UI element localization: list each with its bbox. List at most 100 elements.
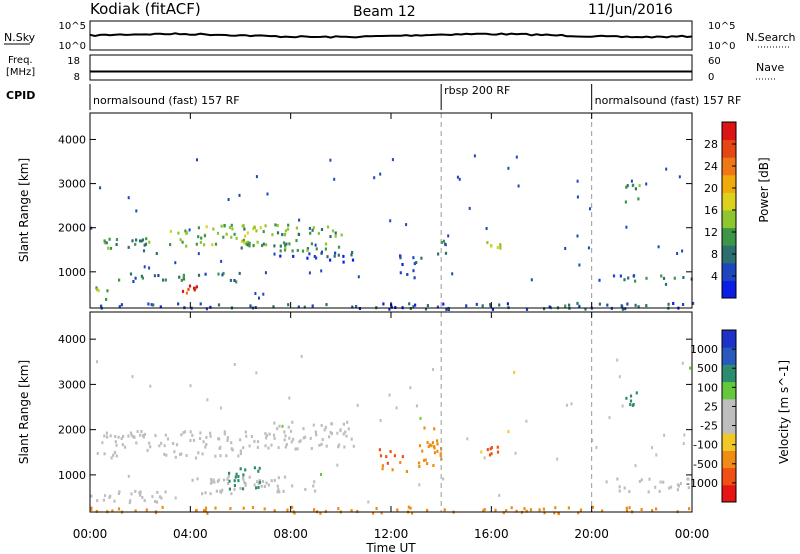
data-cell	[265, 436, 268, 440]
x-tick-label: 04:00	[173, 527, 208, 541]
data-cell	[506, 302, 509, 306]
data-cell	[409, 506, 412, 510]
data-cell	[240, 246, 243, 250]
data-cell	[491, 307, 494, 311]
data-cell	[631, 184, 634, 188]
data-cell	[159, 305, 162, 309]
data-cell	[246, 243, 249, 247]
data-cell	[134, 489, 137, 493]
data-cell	[351, 251, 354, 254]
velocity-colorbar-swatch	[722, 398, 736, 417]
data-cell	[507, 430, 510, 434]
data-cell	[235, 236, 238, 240]
data-cell	[488, 453, 492, 457]
data-cell	[223, 432, 226, 436]
data-cell	[135, 238, 138, 242]
data-cell	[293, 511, 296, 515]
cpid-segment-label: normalsound (fast) 157 RF	[595, 94, 742, 107]
data-cell	[204, 506, 208, 510]
data-cell	[235, 280, 238, 284]
data-cell	[177, 231, 180, 235]
data-cell	[122, 434, 125, 438]
data-cell	[578, 263, 581, 267]
data-cell	[679, 482, 682, 485]
data-cell	[258, 480, 262, 484]
data-cell	[481, 304, 484, 308]
x-tick-label: 12:00	[374, 527, 409, 541]
data-cell	[456, 175, 459, 179]
data-cell	[654, 485, 657, 489]
data-cell	[256, 445, 259, 449]
data-cell	[326, 255, 329, 259]
data-cell	[410, 511, 414, 515]
data-cell	[235, 472, 238, 476]
data-cell	[131, 375, 134, 379]
data-cell	[228, 471, 231, 475]
data-cell	[276, 231, 280, 235]
data-cell	[379, 454, 383, 458]
data-cell	[251, 506, 255, 509]
data-cell	[273, 421, 276, 425]
data-cell	[204, 272, 207, 276]
data-cell	[265, 434, 268, 437]
data-cell	[291, 505, 294, 509]
data-cell	[311, 228, 314, 232]
data-cell	[201, 492, 204, 496]
data-cell	[436, 449, 439, 453]
data-cell	[110, 456, 113, 460]
data-cell	[423, 458, 426, 462]
data-cell	[248, 475, 251, 479]
data-cell	[241, 224, 244, 228]
data-cell	[129, 272, 133, 276]
data-cell	[606, 303, 609, 307]
data-cell	[321, 438, 324, 441]
data-cell	[302, 427, 305, 431]
data-cell	[624, 307, 627, 311]
data-cell	[426, 508, 429, 512]
data-cell	[219, 406, 222, 410]
data-cell	[347, 427, 350, 431]
x-tick-label: 00:00	[675, 527, 710, 541]
data-cell	[412, 269, 415, 273]
power-colorbar-swatch	[722, 262, 736, 281]
data-cell	[188, 228, 191, 232]
data-cell	[291, 249, 294, 253]
data-cell	[284, 246, 287, 250]
data-cell	[426, 462, 429, 466]
power-axes: 1000 2000 3000 4000	[58, 113, 692, 308]
data-cell	[241, 487, 245, 491]
data-cell	[279, 244, 282, 248]
data-cell	[255, 229, 258, 233]
data-cell	[442, 477, 445, 481]
data-cell	[688, 507, 691, 511]
data-cell	[442, 302, 445, 306]
data-cell	[103, 434, 106, 438]
data-cell	[389, 450, 392, 454]
data-cell	[485, 227, 488, 230]
data-cell	[616, 358, 619, 362]
data-cell	[291, 484, 294, 488]
data-cell	[135, 209, 138, 213]
data-cell	[178, 275, 181, 279]
data-cell	[439, 454, 442, 457]
data-cell	[288, 436, 291, 440]
data-cell	[320, 423, 323, 427]
data-cell	[381, 467, 384, 471]
date-title: 11/Jun/2016	[588, 2, 673, 18]
data-cell	[564, 247, 567, 250]
data-cell	[217, 272, 220, 276]
data-cell	[311, 304, 314, 308]
data-cell	[153, 274, 156, 278]
data-cell	[195, 242, 198, 246]
data-cell	[197, 235, 200, 239]
data-cell	[229, 278, 232, 282]
data-cell	[148, 266, 151, 270]
data-cell	[199, 240, 202, 244]
data-cell	[272, 305, 275, 309]
data-cell	[217, 303, 221, 307]
data-cell	[90, 506, 93, 510]
data-cell	[263, 507, 266, 511]
data-cell	[143, 265, 146, 269]
data-cell	[289, 429, 293, 433]
data-cell	[106, 289, 109, 293]
